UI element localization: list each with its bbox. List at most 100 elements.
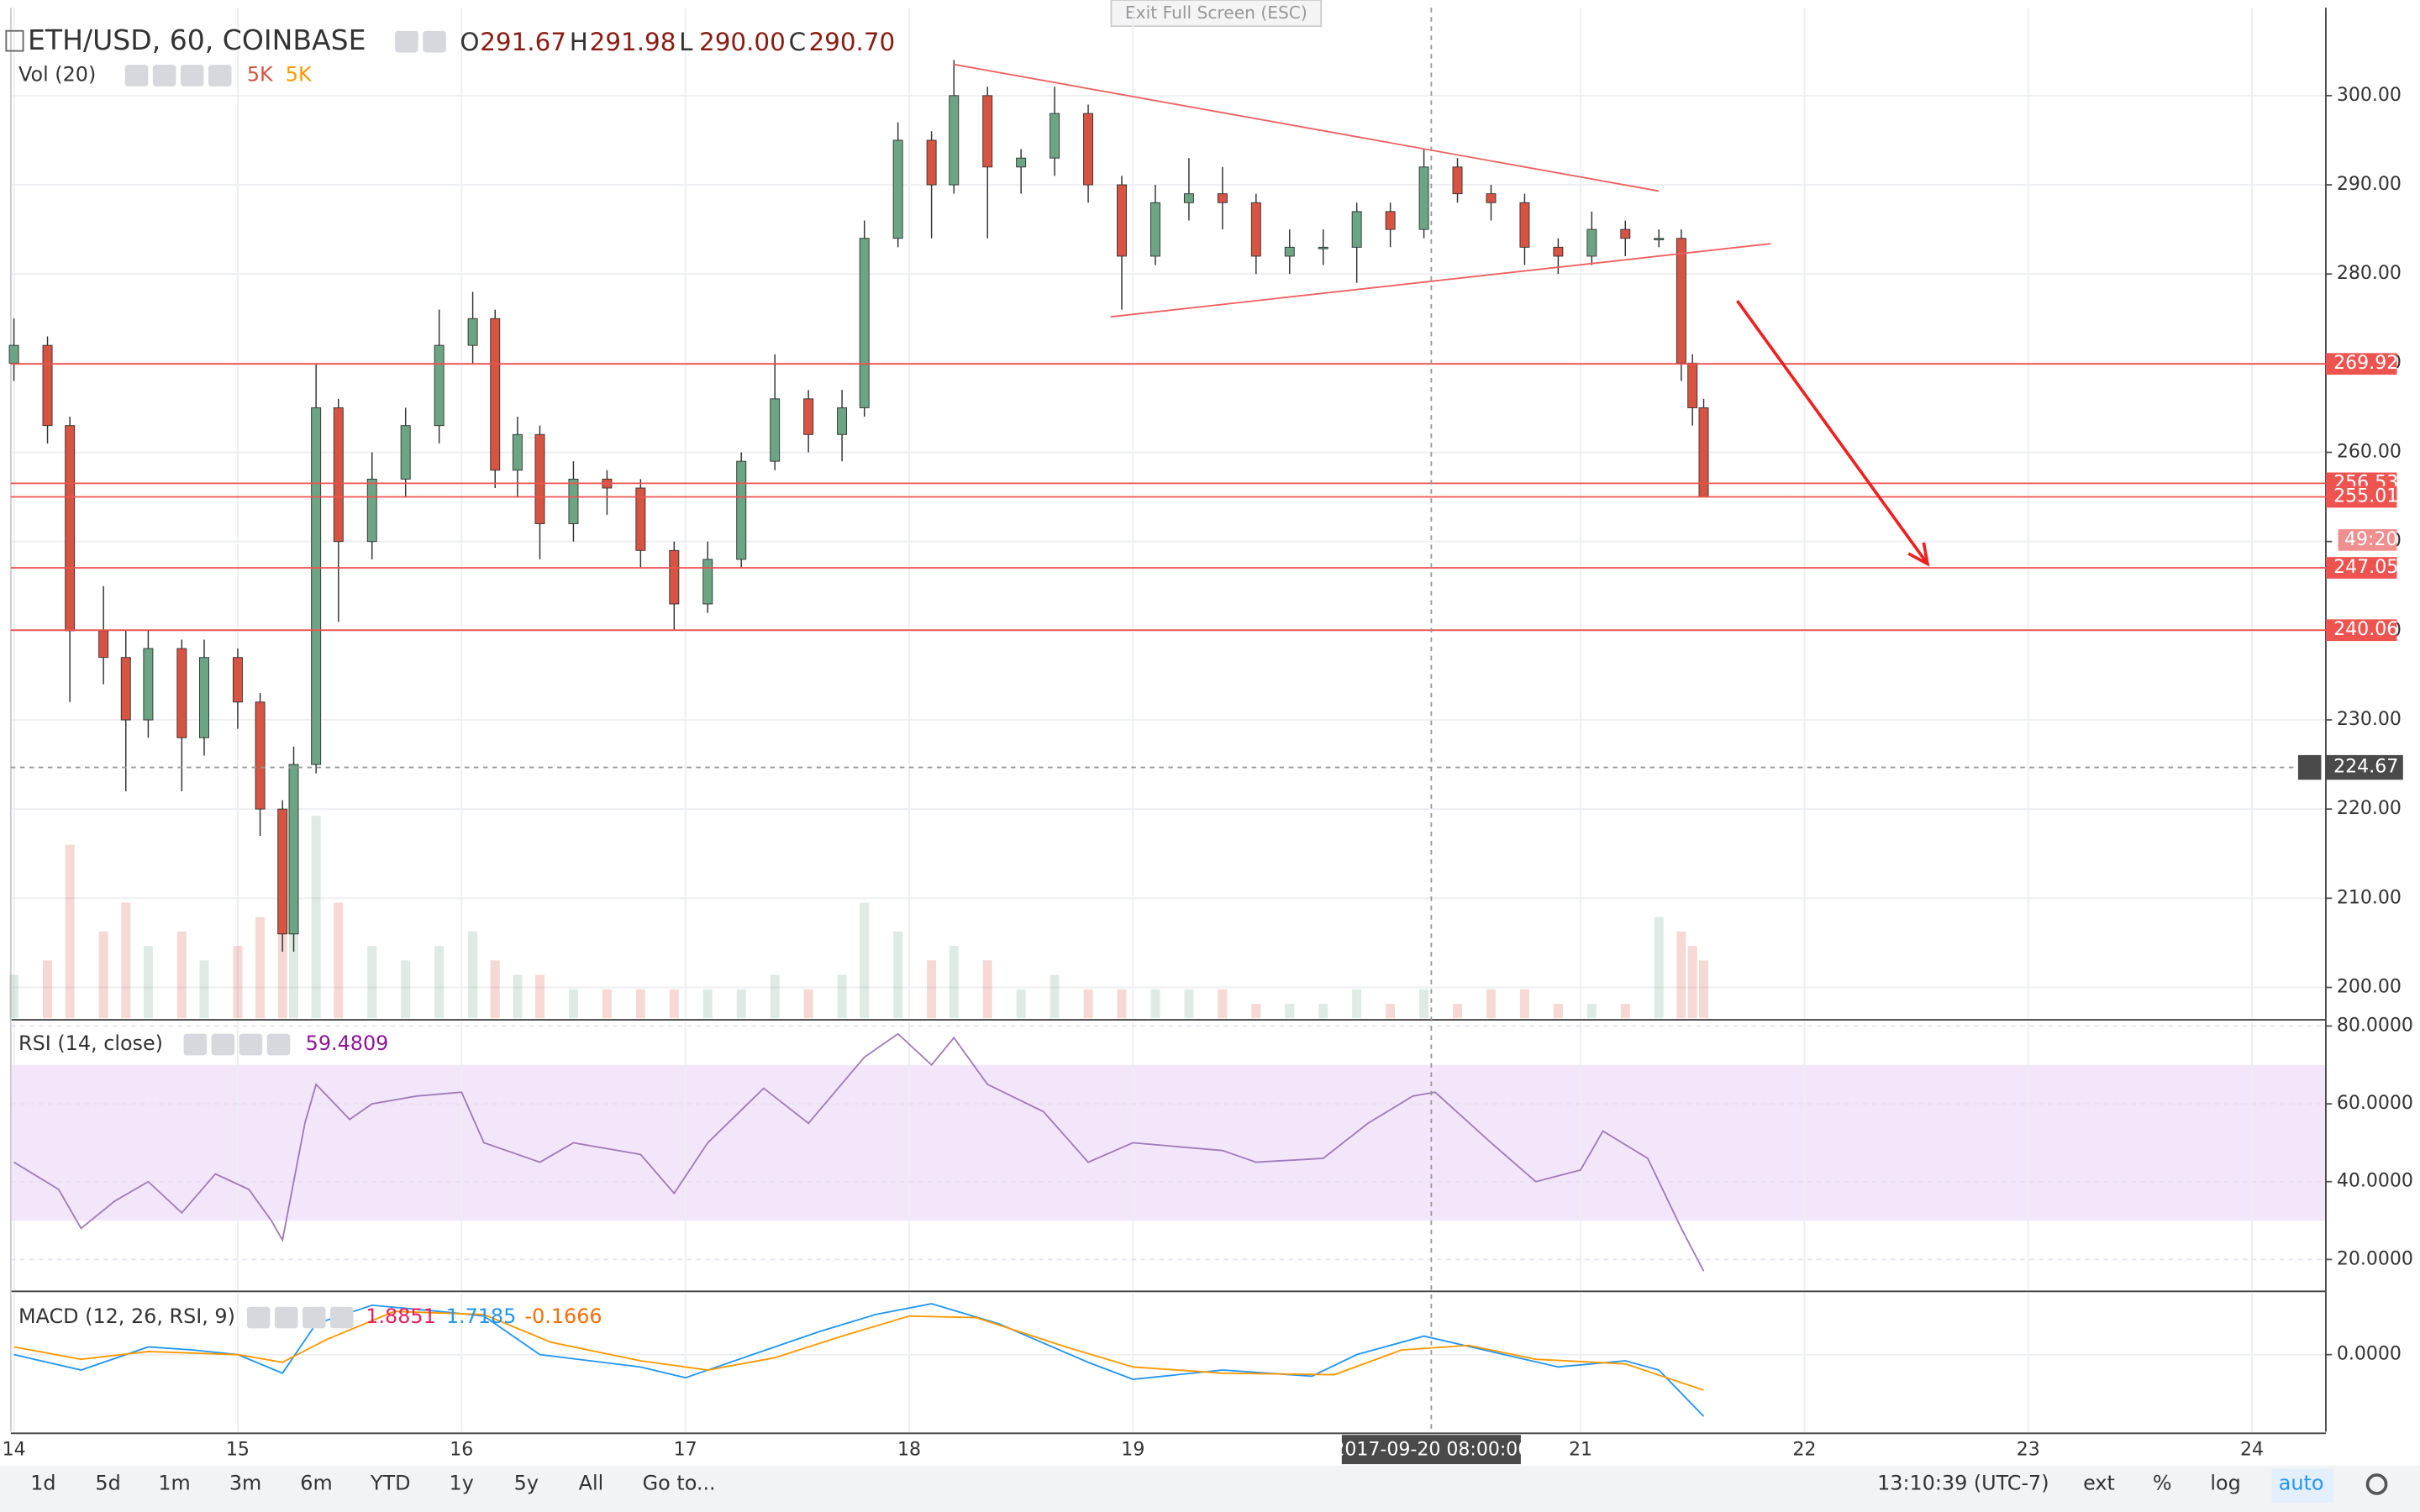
volume-bar [1586, 1004, 1597, 1019]
range-button[interactable]: YTD [370, 1471, 411, 1494]
candle-body [702, 559, 713, 605]
legend-icon[interactable] [302, 1306, 326, 1329]
macd-title: MACD (12, 26, RSI, 9) [18, 1305, 235, 1328]
candle-body [803, 398, 814, 435]
x-tick-label: 17 [674, 1440, 697, 1461]
legend-icon[interactable] [211, 1033, 235, 1056]
volume-bar [334, 902, 344, 1019]
legend-icon[interactable] [208, 65, 232, 87]
volume-bar [468, 931, 478, 1019]
volume-bar [1453, 1004, 1463, 1019]
volume-bar [1016, 989, 1026, 1019]
level-label: 255.01 [2333, 486, 2398, 507]
collapse-icon[interactable] [5, 29, 24, 52]
candle-body [1318, 246, 1328, 249]
legend-icon[interactable] [239, 1033, 263, 1056]
level-label: 269.92 [2333, 353, 2398, 374]
ohlc-value: 290.70 [808, 28, 895, 56]
macd-value: 1.8851 [366, 1305, 436, 1328]
volume-bar [513, 974, 523, 1019]
volume-bar [1419, 989, 1429, 1019]
volume-bar [1083, 989, 1093, 1019]
volume-bar [1486, 989, 1496, 1019]
candle-body [837, 407, 848, 435]
volume-bar [669, 989, 679, 1019]
crosshair-plus[interactable] [2297, 754, 2322, 780]
candle-body [1418, 166, 1429, 230]
candle-body [1117, 184, 1127, 257]
range-button[interactable]: 5y [514, 1471, 539, 1494]
range-button[interactable]: Go to... [643, 1471, 716, 1494]
volume-bar [770, 974, 780, 1019]
volume-bar [311, 816, 321, 1019]
candle-body [1452, 166, 1463, 195]
candle-body [255, 701, 266, 810]
range-button[interactable]: 1y [450, 1471, 474, 1494]
candle-body [1250, 202, 1261, 257]
candle-body [366, 478, 377, 543]
candle-body [467, 318, 478, 346]
legend-icon[interactable] [180, 65, 204, 87]
indicator-line [13, 1303, 1705, 1417]
scale-toggle[interactable]: % [2153, 1471, 2172, 1494]
volume-bar [43, 960, 53, 1019]
legend-icon[interactable] [266, 1033, 291, 1056]
ohlc-key: H [570, 28, 588, 56]
legend-icon[interactable] [330, 1306, 354, 1329]
candle-body [1654, 238, 1665, 241]
rsi-value: 59.4809 [306, 1032, 389, 1055]
volume-bar [1318, 1004, 1328, 1019]
volume-bar [434, 946, 445, 1019]
legend-icon[interactable] [124, 65, 149, 87]
volume-bar [982, 960, 992, 1019]
range-button[interactable]: 5d [95, 1471, 120, 1494]
scale-toggle[interactable]: log [2210, 1471, 2240, 1494]
range-button[interactable]: 1d [30, 1471, 55, 1494]
legend-icon[interactable] [274, 1306, 298, 1329]
volume-bar [568, 989, 578, 1019]
candle-body [434, 344, 445, 427]
volume-bar [927, 960, 937, 1019]
crosshair-y-tag [2325, 754, 2403, 780]
candle-body [534, 433, 545, 524]
legend-icon[interactable] [152, 65, 176, 87]
ohlc-key: O [460, 28, 479, 56]
range-button[interactable]: All [579, 1471, 604, 1494]
x-tick-label: 22 [1792, 1440, 1816, 1461]
y-tick-label: 40.0000 [2337, 1171, 2413, 1192]
auto-highlight [2271, 1468, 2334, 1503]
y-tick-label: 220.00 [2337, 798, 2402, 819]
scale-toggle[interactable]: auto [2279, 1471, 2324, 1494]
y-tick-label: 20.0000 [2337, 1248, 2413, 1269]
range-button[interactable]: 6m [300, 1471, 332, 1494]
legend-icon[interactable] [423, 30, 446, 53]
exit-fullscreen-button[interactable] [1110, 0, 1323, 28]
candle-body [669, 549, 680, 605]
exit-fullscreen-label[interactable]: Exit Full Screen (ESC) [1125, 3, 1307, 23]
candle-body [1519, 202, 1530, 248]
candle-body [1050, 113, 1060, 159]
legend-icon[interactable] [183, 1033, 208, 1056]
macd-value: 1.7185 [446, 1305, 517, 1328]
chart-layer: 200.00210.00220.00230.00240.00250.00260.… [3, 8, 2413, 1495]
clock: 13:10:39 (UTC-7) [1877, 1471, 2049, 1494]
scale-toggle[interactable]: ext [2083, 1471, 2115, 1494]
volume-bar [1519, 989, 1529, 1019]
range-button[interactable]: 1m [158, 1471, 190, 1494]
volume-bar [65, 844, 75, 1019]
candle-body [98, 630, 109, 659]
ohlc-value: 291.98 [590, 28, 676, 56]
candle-body [1553, 246, 1564, 257]
indicator-line [13, 1032, 1705, 1272]
level-tag [2325, 619, 2397, 642]
countdown-tag [2338, 529, 2397, 551]
settings-icon[interactable] [2365, 1473, 2388, 1495]
rsi-title: RSI (14, close) [18, 1032, 163, 1055]
legend-icon[interactable] [395, 30, 418, 53]
x-tick-label: 14 [3, 1440, 26, 1461]
volume-bar [1687, 946, 1697, 1019]
legend-icon[interactable] [246, 1306, 271, 1329]
range-button[interactable]: 3m [229, 1471, 261, 1494]
candle-body [1687, 362, 1698, 408]
